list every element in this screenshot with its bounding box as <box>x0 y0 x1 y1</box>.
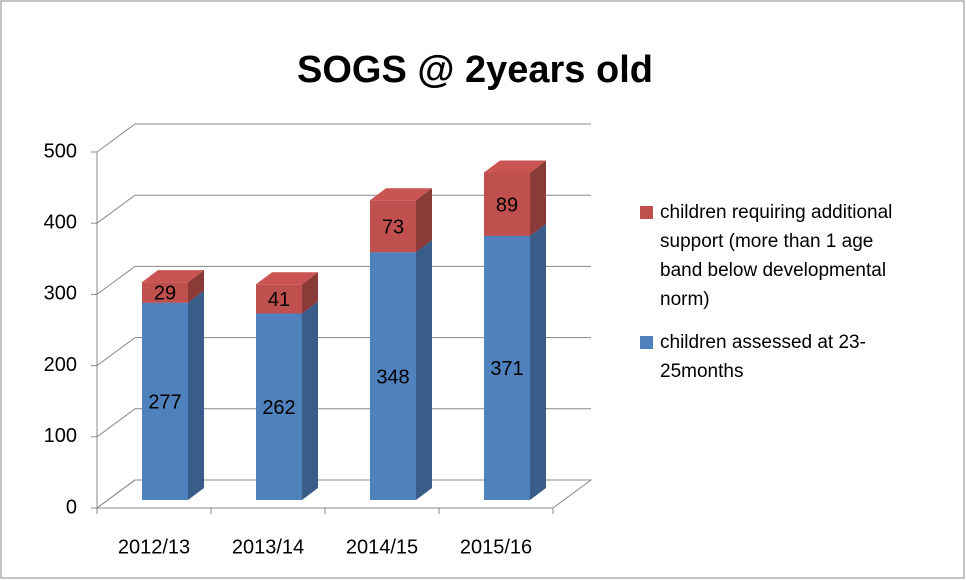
y-tick-label: 100 <box>44 425 77 447</box>
x-tick-label: 2014/15 <box>346 536 418 558</box>
legend-item: children requiring additional support (m… <box>640 198 910 314</box>
data-label: 29 <box>154 283 176 305</box>
grid-line <box>96 479 591 509</box>
bar <box>256 284 302 314</box>
grid-line <box>96 194 591 224</box>
y-tick-label: 0 <box>66 496 77 518</box>
chart-title: SOGS @ 2years old <box>297 49 653 91</box>
data-label: 262 <box>262 397 295 419</box>
data-label: 73 <box>382 217 404 239</box>
x-tick-label: 2012/13 <box>118 536 190 558</box>
legend: children requiring additional support (m… <box>640 198 910 400</box>
grid-line <box>96 337 591 367</box>
bar-top <box>256 272 318 285</box>
data-label: 41 <box>268 289 290 311</box>
bar <box>370 200 416 253</box>
bar <box>142 282 188 303</box>
bar-side <box>530 160 546 236</box>
grid-line <box>96 265 591 295</box>
bar <box>484 235 530 500</box>
legend-item: children assessed at 23-25months <box>640 328 910 386</box>
data-label: 89 <box>496 194 518 216</box>
y-tick-label: 500 <box>44 140 77 162</box>
bar-side <box>530 223 546 500</box>
bar-side <box>302 272 318 314</box>
bar-side <box>416 188 432 253</box>
legend-label: children assessed at 23-25months <box>660 332 866 382</box>
bar-top <box>370 188 432 201</box>
data-label: 277 <box>148 392 181 414</box>
bar-side <box>416 240 432 500</box>
bar <box>256 313 302 500</box>
bar-top <box>142 270 204 283</box>
bar <box>142 302 188 500</box>
bar <box>370 252 416 500</box>
legend-swatch <box>640 206 653 219</box>
bar-side <box>302 301 318 500</box>
y-tick-label: 400 <box>44 211 77 233</box>
legend-label: children requiring additional support (m… <box>660 202 893 310</box>
bar <box>484 172 530 236</box>
x-tick-label: 2013/14 <box>232 536 304 558</box>
data-label: 348 <box>376 366 409 388</box>
data-label: 371 <box>490 358 523 380</box>
grid-line <box>96 123 591 153</box>
y-tick-label: 200 <box>44 354 77 376</box>
legend-swatch <box>640 336 653 349</box>
grid-line <box>96 408 591 438</box>
bar-side <box>188 270 204 303</box>
bar-top <box>484 160 546 173</box>
x-tick-label: 2015/16 <box>460 536 532 558</box>
bar-side <box>188 290 204 500</box>
y-tick-label: 300 <box>44 283 77 305</box>
